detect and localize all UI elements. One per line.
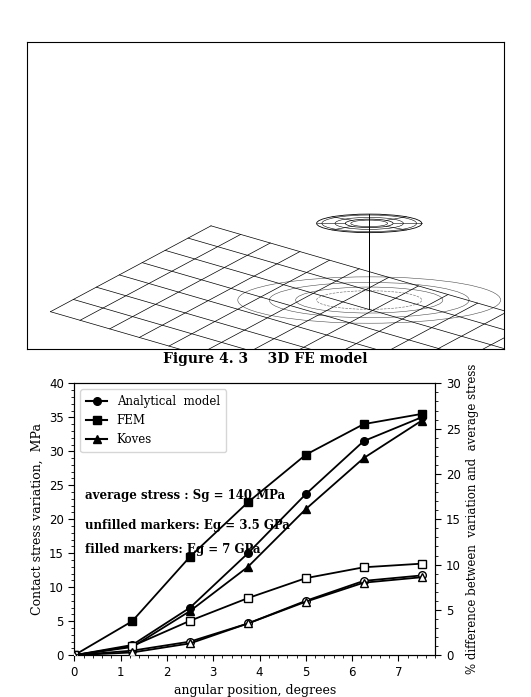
Y-axis label: Contact stress variation,  MPa: Contact stress variation, MPa	[30, 423, 44, 615]
X-axis label: angular position, degrees: angular position, degrees	[174, 684, 336, 697]
Text: average stress : Sg = 140 MPa: average stress : Sg = 140 MPa	[85, 489, 285, 502]
Legend: Analytical  model, FEM, Koves: Analytical model, FEM, Koves	[80, 389, 226, 452]
Text: filled markers: Eg = 7 GPa: filled markers: Eg = 7 GPa	[85, 543, 261, 556]
Text: unfilled markers: Eg = 3.5 GPa: unfilled markers: Eg = 3.5 GPa	[85, 519, 290, 532]
Y-axis label: % difference between  variation and  average stress: % difference between variation and avera…	[466, 364, 479, 675]
Text: Figure 4. 3    3D FE model: Figure 4. 3 3D FE model	[163, 352, 368, 366]
